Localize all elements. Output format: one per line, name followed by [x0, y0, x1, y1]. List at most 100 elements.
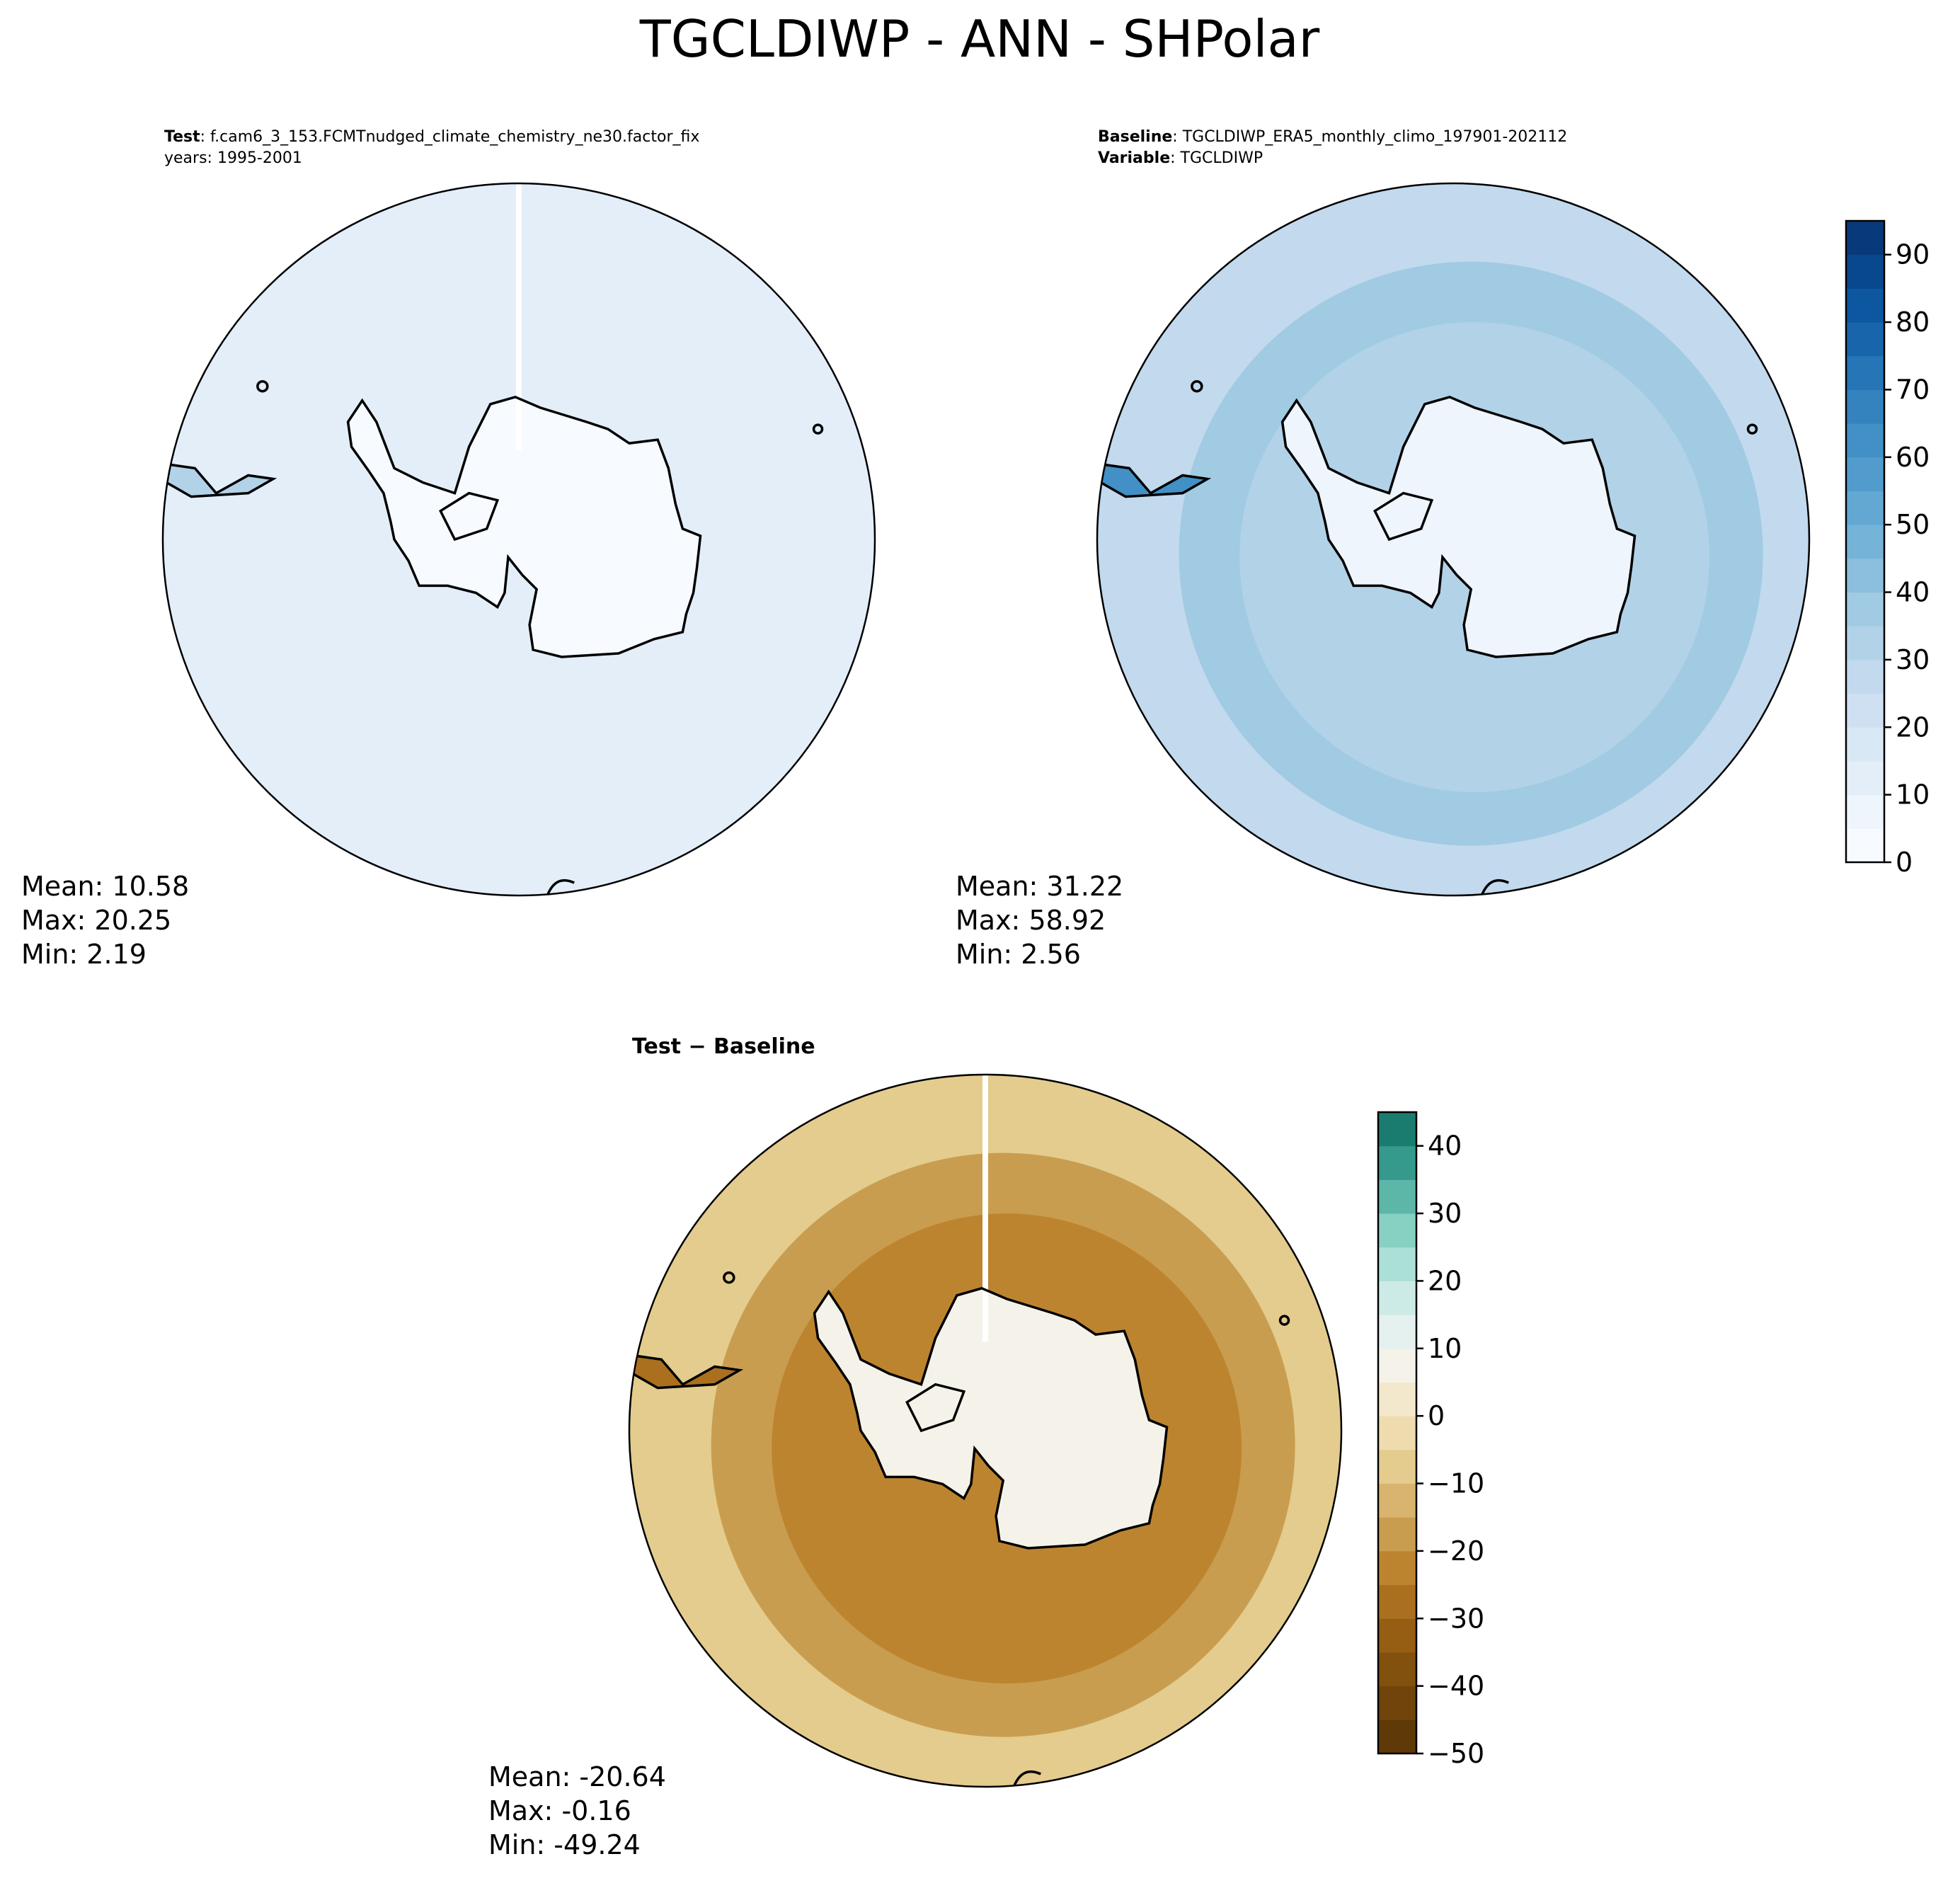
colorbar-segment	[1378, 1315, 1416, 1349]
colorbar-segment	[1378, 1550, 1416, 1586]
colorbar-segment	[1846, 423, 1884, 458]
stat-line: Min: -49.24	[488, 1829, 641, 1860]
colorbar-segment	[1378, 1483, 1416, 1518]
colorbar-tick-label: 70	[1896, 374, 1930, 405]
map-field	[163, 183, 875, 896]
colorbar-tick-label: 0	[1896, 847, 1913, 878]
colorbar-segment	[1846, 794, 1884, 829]
missing-data-seam	[982, 1075, 988, 1342]
colorbar-tick-label: 10	[1428, 1333, 1462, 1364]
colorbar-segment	[1378, 1382, 1416, 1417]
south-america-coastline	[165, 463, 277, 498]
antarctica-coastline	[813, 1286, 1169, 1550]
colorbar-segment	[1846, 558, 1884, 593]
baseline-panel: Baseline: TGCLDIWP_ERA5_monthly_climo_19…	[956, 128, 1930, 970]
island-outline	[1278, 1315, 1290, 1326]
map-field	[1097, 183, 1809, 896]
colorbar-tick-label: 30	[1896, 644, 1930, 675]
stat-line: Max: -0.16	[488, 1795, 631, 1826]
figure-title: TGCLDIWP - ANN - SHPolar	[639, 9, 1320, 69]
map-boundary	[1096, 182, 1811, 897]
colorbar-tick-label: 40	[1428, 1131, 1462, 1162]
coastlines	[165, 379, 824, 896]
ice-shelf-outline	[1373, 491, 1434, 542]
colorbar-segment	[1378, 1618, 1416, 1653]
colorbar-segment	[1846, 355, 1884, 390]
antarctica-coastline	[1280, 395, 1637, 658]
coastlines	[631, 1271, 1290, 1787]
colorbar-tick-label: −10	[1428, 1468, 1484, 1499]
south-america-coastline	[631, 1354, 744, 1390]
colorbar-segment	[1846, 288, 1884, 323]
ice-shelf-outline	[439, 491, 500, 542]
coastlines	[1099, 379, 1758, 896]
island-outline	[1191, 379, 1203, 393]
colorbar-segment	[1846, 760, 1884, 796]
island-outline	[1480, 879, 1509, 896]
colorbar-segment	[1378, 1179, 1416, 1214]
colorbar-tick-label: 30	[1428, 1198, 1462, 1229]
island-outline	[1746, 423, 1758, 435]
south-america-coastline	[1099, 463, 1212, 498]
colorbar-frame	[1845, 219, 1886, 864]
panel-header-line: Baseline: TGCLDIWP_ERA5_monthly_climo_19…	[1098, 128, 1567, 146]
colorbar-segment	[1846, 389, 1884, 424]
stat-line: Mean: -20.64	[488, 1761, 666, 1792]
colorbar-tick-label: 40	[1896, 577, 1930, 608]
colorbar-segment	[1378, 1416, 1416, 1451]
colorbar-segment	[1378, 1112, 1416, 1147]
stat-line: Min: 2.19	[21, 939, 147, 970]
colorbar-tick-label: 20	[1896, 711, 1930, 743]
map-field	[629, 1075, 1341, 1787]
island-outline	[1012, 1770, 1041, 1787]
south-america-fill	[633, 1356, 740, 1388]
south-america-fill	[166, 464, 273, 497]
colorbar-tick-label: 50	[1896, 509, 1930, 540]
colorbar-tick-label: 0	[1428, 1400, 1445, 1431]
colorbar-tick-label: 20	[1428, 1265, 1462, 1296]
antarctica-fill	[814, 1288, 1167, 1548]
colorbar-segment	[1378, 1517, 1416, 1552]
colorbar-segment	[1846, 322, 1884, 357]
colorbar-segment	[1846, 254, 1884, 289]
colorbar-segment	[1378, 1584, 1416, 1619]
island-outline	[812, 423, 824, 435]
colorbar-frame	[1377, 1111, 1418, 1755]
colorbar-segment	[1846, 727, 1884, 762]
colorbar-segment	[1378, 1281, 1416, 1315]
colorbar-segment	[1378, 1449, 1416, 1484]
colorbar-segment	[1846, 693, 1884, 728]
stat-line: Min: 2.56	[956, 939, 1081, 970]
ice-shelf-outline	[905, 1383, 966, 1433]
colorbar-segment	[1378, 1686, 1416, 1720]
island-outline	[256, 379, 269, 393]
panel-header-line: Variable: TGCLDIWP	[1098, 149, 1263, 167]
colorbar-segment	[1846, 592, 1884, 627]
colorbar-segment	[1378, 1213, 1416, 1248]
colorbar-segment	[1846, 491, 1884, 525]
test-panel: Test: f.cam6_3_153.FCMTnudged_climate_ch…	[21, 128, 876, 970]
antarctica-fill	[1282, 396, 1635, 657]
stat-line: Max: 58.92	[956, 905, 1106, 936]
colorbar-segment	[1378, 1145, 1416, 1180]
map-boundary	[628, 1073, 1343, 1788]
antarctica-fill	[348, 396, 701, 657]
colorbar-tick-label: −50	[1428, 1738, 1484, 1769]
colorbar-tick-label: −20	[1428, 1535, 1484, 1567]
colorbar-segment	[1378, 1247, 1416, 1281]
map-boundary	[161, 182, 876, 897]
colorbar-tick-label: 80	[1896, 307, 1930, 338]
south-america-fill	[1101, 464, 1208, 497]
colorbar-segment	[1846, 525, 1884, 559]
colorbar-segment	[1846, 626, 1884, 660]
colorbar-tick-label: −30	[1428, 1603, 1484, 1634]
colorbar-segment	[1846, 457, 1884, 491]
panel-header-line: years: 1995-2001	[164, 149, 302, 167]
panel-header-line: Test − Baseline	[632, 1034, 815, 1059]
island-outline	[723, 1271, 735, 1284]
panel-header-line: Test: f.cam6_3_153.FCMTnudged_climate_ch…	[164, 128, 699, 146]
colorbar-tick-label: −40	[1428, 1671, 1484, 1702]
missing-data-seam	[516, 183, 522, 451]
